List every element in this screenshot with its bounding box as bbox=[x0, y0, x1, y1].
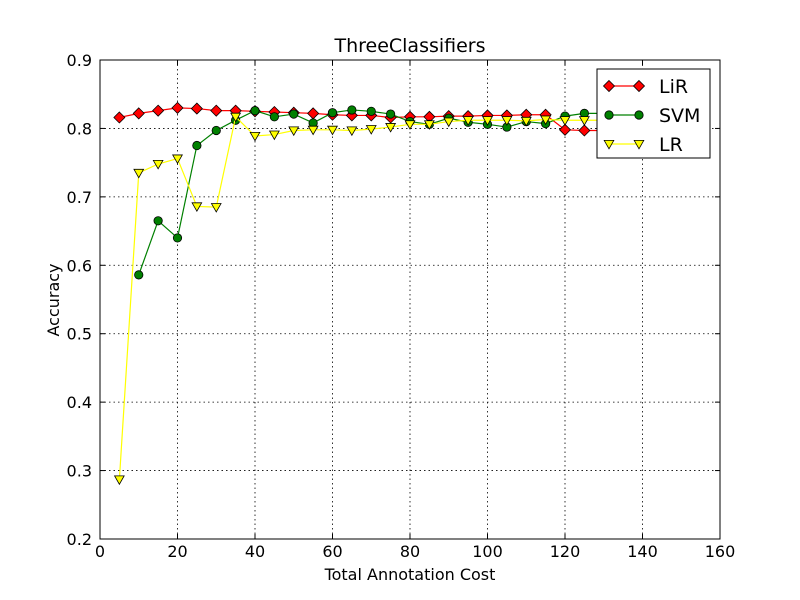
data-point-lr bbox=[268, 130, 280, 141]
ticks: 0 20 40 60 80 100 120 140 160 0.2 0.3 0.4 0.5 0.6 0.7 0… bbox=[67, 51, 736, 561]
legend-marker-lr bbox=[603, 139, 615, 150]
x-tick-label: 100 bbox=[472, 542, 503, 561]
y-tick-label: 0.5 bbox=[67, 325, 92, 344]
x-tick-label: 0 bbox=[95, 542, 105, 561]
y-tick-label: 0.4 bbox=[67, 393, 92, 412]
data-point-svm bbox=[250, 106, 260, 116]
y-tick-label: 0.8 bbox=[67, 119, 92, 138]
data-point-svm bbox=[289, 109, 299, 119]
data-point-lr bbox=[346, 126, 358, 137]
legend-item-lir: LiR bbox=[602, 76, 688, 98]
legend-item-svm: SVM bbox=[604, 105, 700, 127]
data-point-svm bbox=[211, 125, 221, 136]
series-layer bbox=[113, 101, 630, 486]
data-point-lir bbox=[171, 101, 184, 114]
data-point-lr bbox=[404, 120, 416, 130]
data-point-lr bbox=[540, 115, 552, 126]
data-point-lr bbox=[462, 116, 474, 126]
data-point-lr bbox=[288, 126, 300, 137]
data-point-lr bbox=[327, 125, 338, 136]
data-point-lir bbox=[578, 124, 591, 137]
data-point-lir bbox=[113, 111, 126, 124]
data-point-svm bbox=[192, 140, 202, 151]
data-point-lir bbox=[558, 123, 572, 136]
x-tick-label: 120 bbox=[550, 542, 581, 561]
data-point-lir bbox=[210, 104, 223, 117]
data-point-svm bbox=[327, 108, 338, 118]
data-point-lr bbox=[133, 168, 145, 179]
data-point-svm bbox=[153, 216, 163, 226]
y-tick-label: 0.7 bbox=[67, 188, 92, 207]
data-point-lr bbox=[230, 112, 242, 123]
x-tick-label: 20 bbox=[167, 542, 187, 561]
y-tick-label: 0.3 bbox=[67, 462, 92, 481]
data-point-svm bbox=[172, 233, 183, 243]
data-point-lr bbox=[365, 125, 377, 135]
data-point-lr bbox=[501, 116, 513, 126]
legend-marker-lir bbox=[602, 79, 616, 93]
data-point-lr bbox=[172, 154, 183, 165]
chart-title: ThreeClassifiers bbox=[333, 35, 485, 57]
y-tick-label: 0.6 bbox=[67, 256, 92, 275]
data-point-lr bbox=[482, 116, 493, 126]
x-tick-label: 60 bbox=[322, 542, 342, 561]
data-point-lr bbox=[385, 123, 397, 133]
y-tick-label: 0.9 bbox=[67, 51, 92, 70]
data-point-lr bbox=[249, 131, 261, 142]
grid bbox=[100, 60, 720, 539]
data-point-lr bbox=[423, 120, 435, 130]
data-point-svm bbox=[386, 109, 396, 119]
data-point-lr bbox=[113, 475, 125, 486]
legend-item-lr: LR bbox=[603, 134, 683, 156]
data-point-lir bbox=[190, 102, 203, 115]
data-point-lr bbox=[152, 160, 164, 170]
data-point-lr bbox=[520, 116, 532, 127]
data-point-lr bbox=[559, 116, 571, 126]
x-tick-label: 160 bbox=[705, 542, 736, 561]
legend-label-lr: LR bbox=[659, 134, 683, 156]
data-point-svm bbox=[347, 105, 357, 115]
data-point-svm bbox=[134, 270, 144, 280]
legend-marker-svm bbox=[604, 110, 614, 120]
data-point-lr bbox=[578, 116, 590, 126]
y-axis-label: Accuracy bbox=[44, 263, 63, 336]
x-tick-label: 40 bbox=[245, 542, 265, 561]
data-point-svm bbox=[366, 106, 376, 116]
data-point-lir bbox=[152, 104, 165, 117]
x-axis-label: Total Annotation Cost bbox=[324, 565, 496, 584]
y-tick-label: 0.2 bbox=[67, 530, 92, 549]
legend-marker-svm bbox=[634, 110, 644, 120]
data-point-lir bbox=[132, 107, 145, 120]
data-point-svm bbox=[269, 112, 279, 122]
data-point-lr bbox=[443, 117, 455, 128]
data-point-lr bbox=[307, 125, 319, 136]
data-point-lr bbox=[210, 203, 222, 213]
legend-marker-lr bbox=[633, 139, 645, 150]
legend-marker-lir bbox=[632, 79, 646, 93]
legend-label-svm: SVM bbox=[659, 105, 700, 127]
legend: LiR SVM LR bbox=[596, 68, 711, 159]
x-tick-label: 80 bbox=[400, 542, 420, 561]
legend-label-lir: LiR bbox=[659, 76, 688, 98]
x-tick-label: 140 bbox=[627, 542, 658, 561]
legend-box bbox=[596, 68, 711, 159]
data-point-lr bbox=[191, 202, 203, 213]
